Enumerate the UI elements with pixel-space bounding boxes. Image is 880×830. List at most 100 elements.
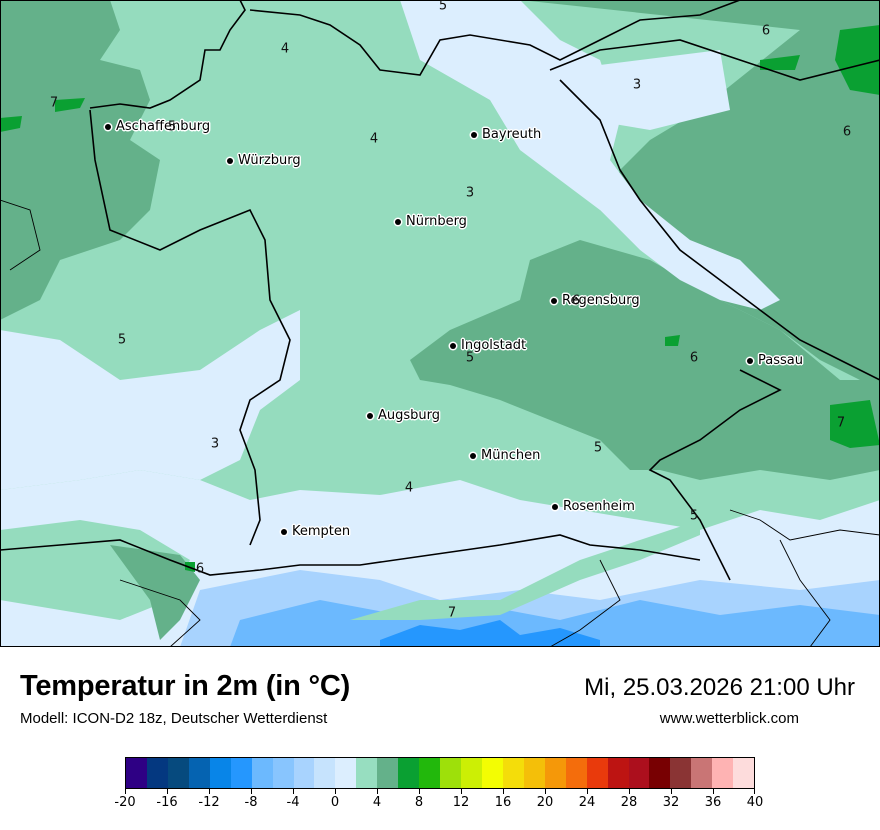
legend-swatch <box>377 758 399 788</box>
forecast-datetime: Mi, 25.03.2026 21:00 Uhr <box>584 674 855 701</box>
isotherm-label: 5 <box>167 119 177 135</box>
legend-swatch <box>502 758 524 788</box>
legend-swatch <box>691 758 713 788</box>
city-name: Augsburg <box>378 408 441 423</box>
city-name: Bayreuth <box>482 127 542 142</box>
city-marker: Aschaffenburg <box>105 119 210 134</box>
city-name: Würzburg <box>238 153 301 168</box>
city-dot-icon <box>367 412 373 419</box>
legend-swatch <box>586 758 608 788</box>
legend-swatch <box>544 758 566 788</box>
website-link[interactable]: www.wetterblick.com <box>659 710 799 727</box>
legend-tick-label: 24 <box>578 795 596 810</box>
isotherm-label: 6 <box>689 350 699 366</box>
legend-swatch <box>335 758 357 788</box>
legend-swatch <box>126 758 147 788</box>
city-name: Ingolstadt <box>461 338 527 353</box>
city-dot-icon <box>470 452 476 459</box>
city-name: Kempten <box>292 524 351 539</box>
city-dot-icon <box>450 342 456 349</box>
isotherm-label: 3 <box>632 77 642 93</box>
legend-swatch <box>607 758 629 788</box>
city-marker: Rosenheim <box>552 499 635 514</box>
legend-swatch <box>481 758 503 788</box>
city-dot-icon <box>552 503 558 510</box>
legend-tick <box>419 789 420 794</box>
legend-tick <box>671 789 672 794</box>
legend-tick <box>335 789 336 794</box>
legend-tick-label: 16 <box>494 795 512 810</box>
legend-tick <box>713 789 714 794</box>
isotherm-label: 4 <box>404 480 414 496</box>
city-name: Aschaffenburg <box>116 119 211 134</box>
legend-swatch <box>251 758 273 788</box>
legend-swatch <box>146 758 168 788</box>
city-marker: Nürnberg <box>395 214 467 229</box>
city-marker: Passau <box>747 353 803 368</box>
city-marker: Bayreuth <box>471 127 541 142</box>
city-dot-icon <box>227 157 233 164</box>
legend-tick <box>293 789 294 794</box>
city-marker: Ingolstadt <box>450 338 526 353</box>
isotherm-label: 3 <box>210 436 220 452</box>
city-name: Regensburg <box>562 293 640 308</box>
city-dot-icon <box>471 131 477 138</box>
legend-swatch <box>628 758 650 788</box>
model-info: Modell: ICON-D2 18z, Deutscher Wetterdie… <box>20 710 328 727</box>
legend-tick-label: 8 <box>414 795 424 810</box>
legend-swatch <box>565 758 587 788</box>
legend-tick-label: 20 <box>536 795 554 810</box>
isotherm-label: 5 <box>117 332 127 348</box>
legend-tick <box>629 789 630 794</box>
city-marker: Würzburg <box>227 153 301 168</box>
city-marker: Augsburg <box>367 408 440 423</box>
legend-tick-label: -12 <box>198 795 220 810</box>
city-name: Passau <box>758 353 803 368</box>
legend-swatch <box>523 758 545 788</box>
legend-tick <box>167 789 168 794</box>
legend-tick-label: 12 <box>452 795 470 810</box>
legend-swatch <box>356 758 378 788</box>
legend-tick-label: -16 <box>156 795 178 810</box>
isotherm-label: 7 <box>447 605 457 621</box>
isotherm-label: 7 <box>836 415 846 431</box>
legend-swatch <box>293 758 315 788</box>
isotherm-label: 7 <box>49 95 59 111</box>
isotherm-label: 5 <box>465 350 475 366</box>
legend-tick <box>545 789 546 794</box>
legend-swatch <box>188 758 210 788</box>
legend-tick-label: 40 <box>746 795 764 810</box>
legend-tick <box>209 789 210 794</box>
legend-swatch <box>314 758 336 788</box>
isotherm-label: 4 <box>280 41 290 57</box>
legend-swatch <box>272 758 294 788</box>
isotherm-label: 6 <box>571 293 581 309</box>
temperature-field <box>0 0 880 647</box>
legend-tick-label: 36 <box>704 795 722 810</box>
city-name: Nürnberg <box>406 214 467 229</box>
isotherm-label: 3 <box>465 185 475 201</box>
legend-tick-label: -8 <box>244 795 258 810</box>
legend-swatch <box>712 758 734 788</box>
isotherm-label: 5 <box>593 440 603 456</box>
legend-swatch <box>209 758 231 788</box>
legend-tick-label: 28 <box>620 795 638 810</box>
legend-tick-label: 32 <box>662 795 680 810</box>
city-dot-icon <box>747 357 753 364</box>
legend-swatch <box>649 758 671 788</box>
city-dot-icon <box>551 297 557 304</box>
legend-swatch <box>230 758 252 788</box>
legend-swatch <box>733 758 755 788</box>
temperature-map: Aschaffenburg Würzburg Bayreuth Nürnberg… <box>0 0 880 647</box>
city-dot-icon <box>105 123 111 130</box>
legend-swatch <box>461 758 482 788</box>
legend-tick <box>377 789 378 794</box>
legend-tick <box>125 789 126 794</box>
isotherm-label: 4 <box>369 131 379 147</box>
city-dot-icon <box>395 218 401 225</box>
isotherm-label: 6 <box>761 23 771 39</box>
legend-tick-label: 0 <box>330 795 340 810</box>
legend-tick <box>251 789 252 794</box>
legend-tick <box>754 789 755 794</box>
legend-tick <box>461 789 462 794</box>
